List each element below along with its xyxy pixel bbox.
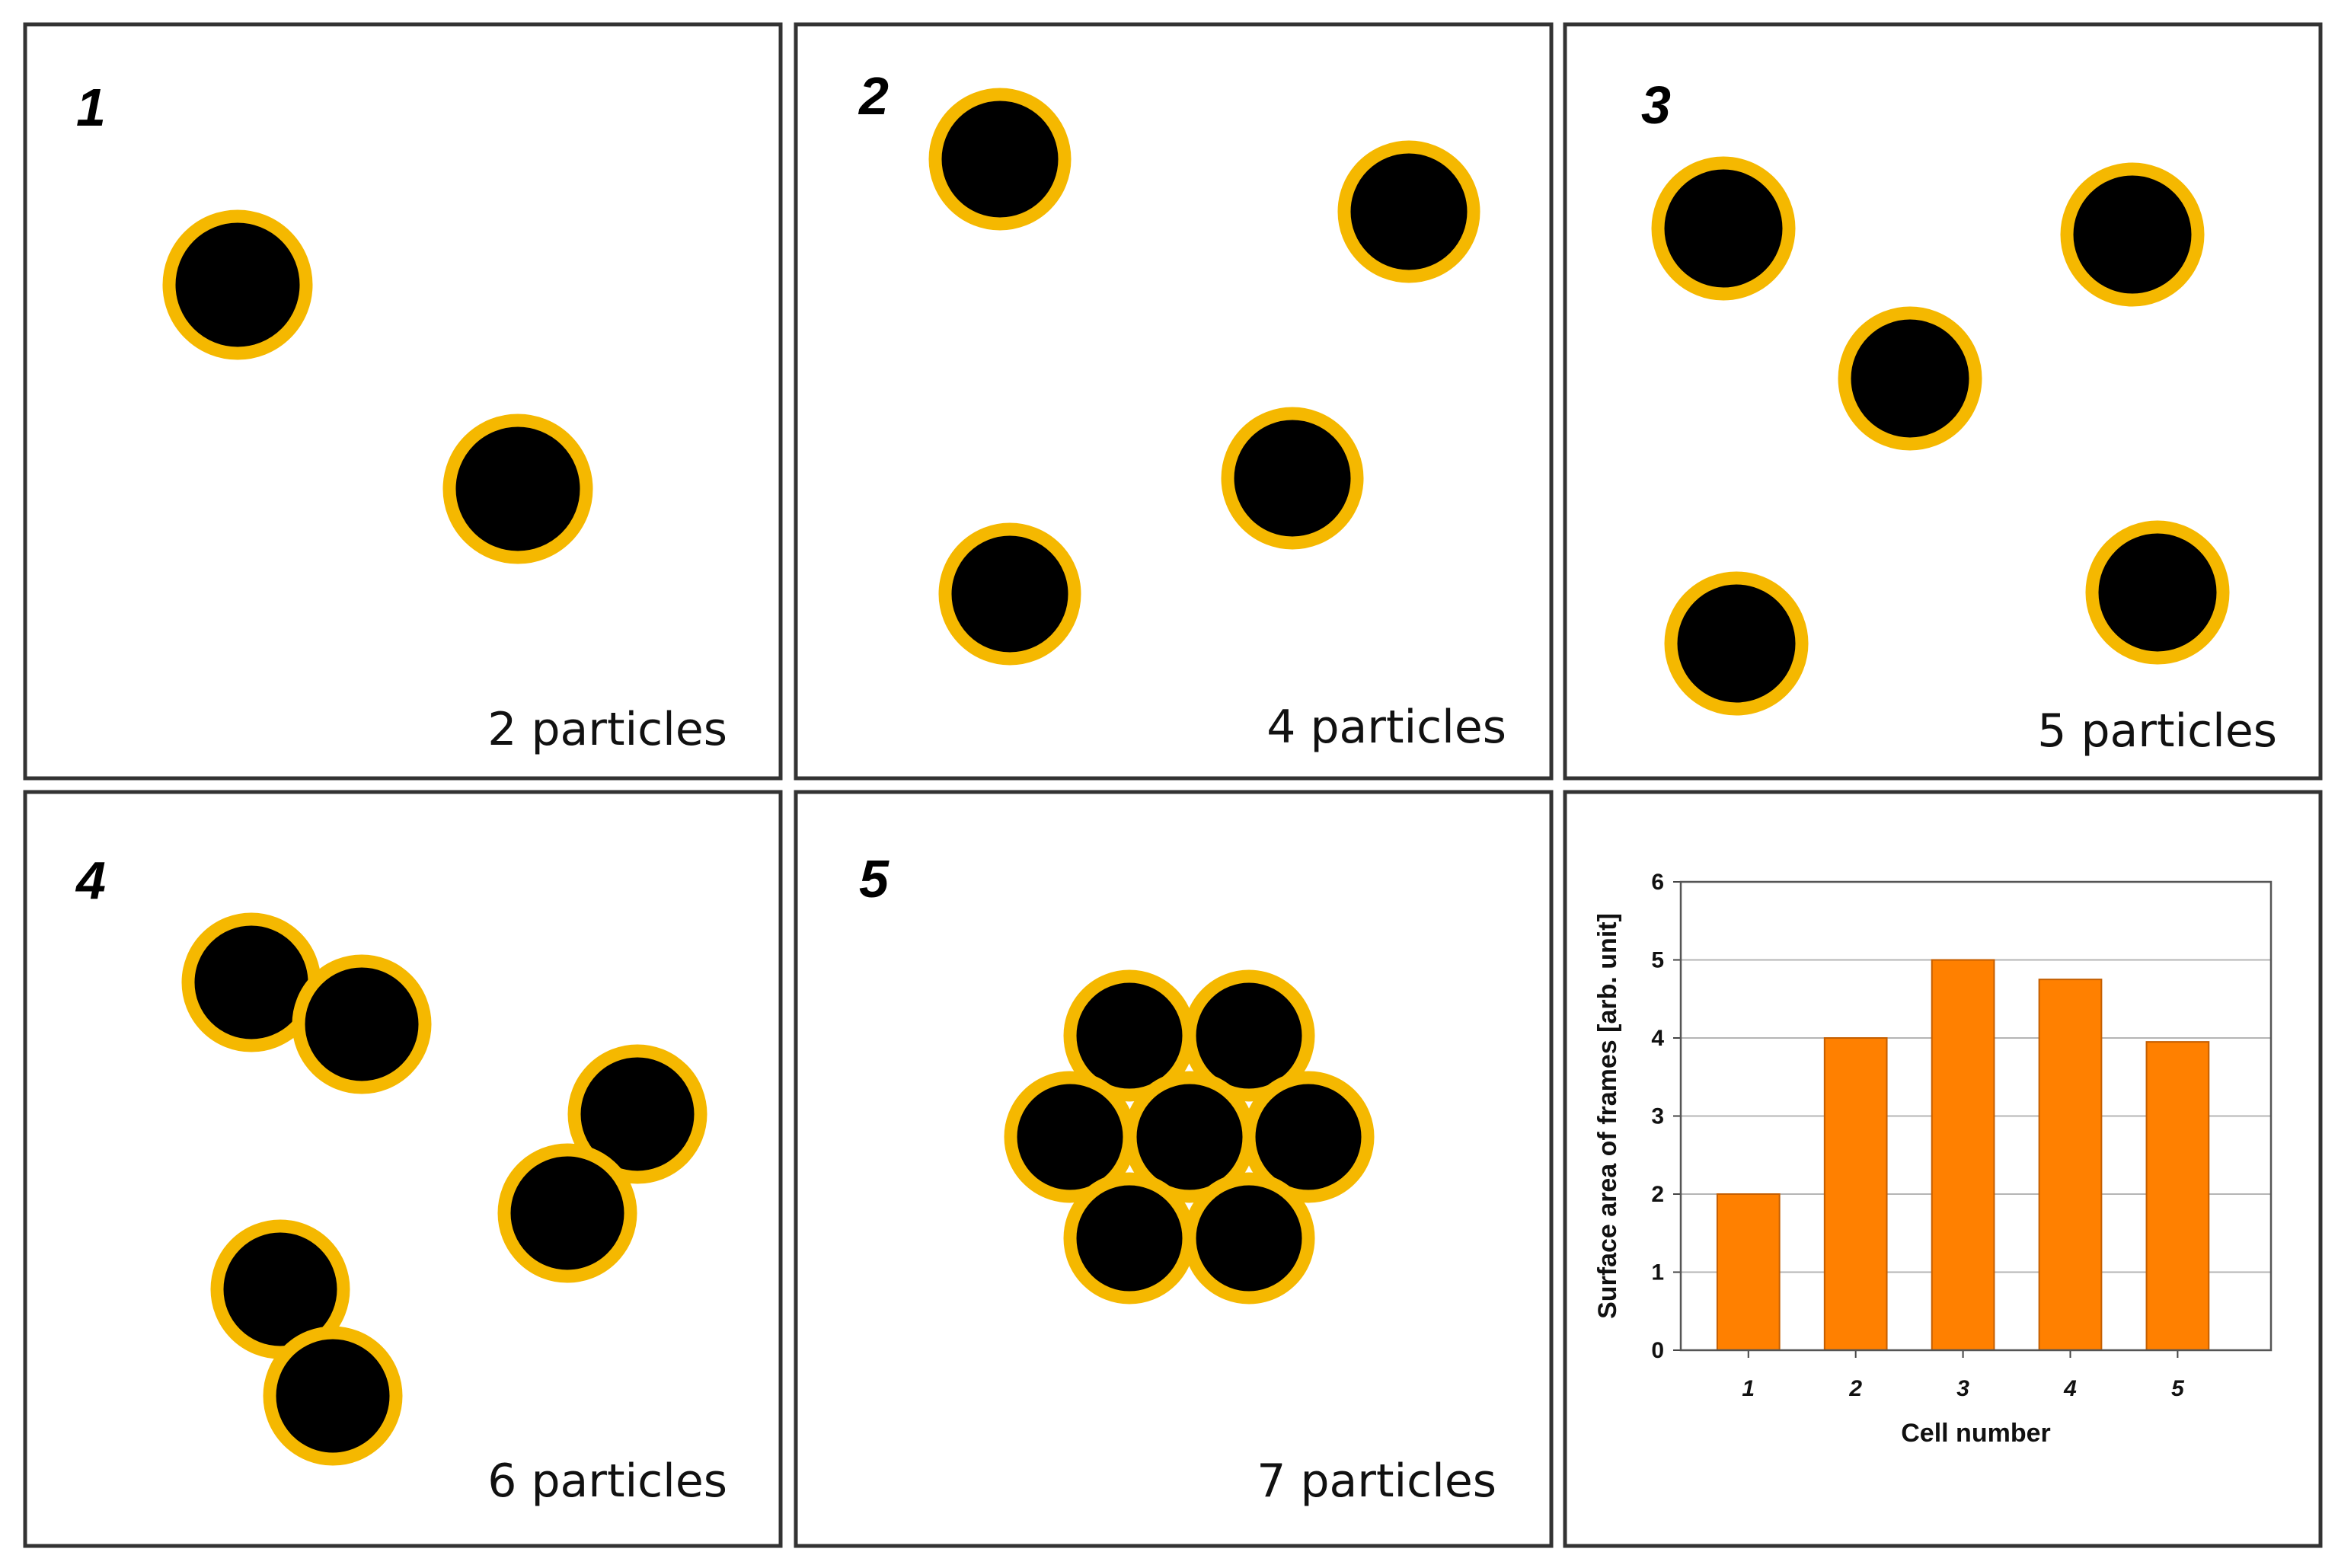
panel-4-number: 4	[75, 851, 106, 910]
particle	[1664, 571, 1809, 716]
panel-1: 1 2 particles	[23, 22, 783, 781]
particle	[1242, 1071, 1375, 1203]
panel-5-particles	[1004, 969, 1375, 1305]
panel-1-frame	[23, 22, 783, 781]
y-tick-label: 0	[1651, 1338, 1664, 1363]
particle	[1221, 407, 1364, 550]
panel-2-caption: 4 particles	[1266, 701, 1506, 754]
particle	[442, 414, 593, 564]
y-tick-label: 6	[1651, 870, 1664, 895]
x-axis-title: Cell number	[1901, 1419, 2050, 1448]
bar-chart: 0 1 2 3 4 5 6 1 2 3 4 5 Cell number Surface area of f…	[1593, 870, 2273, 1448]
particle	[1183, 1172, 1315, 1305]
panel-5-number: 5	[859, 849, 890, 909]
particle	[2060, 162, 2205, 307]
panel-2-particles	[928, 88, 1480, 666]
bar-5	[2145, 1041, 2210, 1351]
y-tick-label: 4	[1651, 1026, 1664, 1051]
panel-3-particles	[1651, 156, 2230, 716]
particle	[162, 209, 313, 360]
particle	[1651, 156, 1796, 301]
panel-6-chart: 0 1 2 3 4 5 6 1 2 3 4 5 Cell number Surface area of f…	[1563, 790, 2323, 1548]
y-tick-label: 2	[1651, 1182, 1664, 1207]
panel-1-number: 1	[76, 78, 106, 137]
particle	[292, 954, 432, 1094]
particle	[928, 88, 1072, 231]
panel-1-particles	[162, 209, 593, 564]
panel-2-number: 2	[858, 66, 889, 126]
y-tick-label: 5	[1651, 948, 1664, 973]
particle	[938, 522, 1081, 666]
x-tick-label: 3	[1956, 1376, 1969, 1401]
panel-4-particles	[181, 912, 707, 1466]
y-axis-title: Surface area of frames [arb. unit]	[1593, 913, 1622, 1319]
x-tick-label: 4	[2063, 1376, 2077, 1401]
panel-1-caption: 2 particles	[487, 703, 727, 756]
x-tick-label: 1	[1742, 1376, 1755, 1401]
panel-4: 4 6 particles	[23, 790, 783, 1548]
panel-2-frame	[794, 22, 1554, 781]
particle	[1337, 140, 1480, 283]
y-tick-label: 1	[1651, 1260, 1664, 1285]
x-tick-label: 5	[2171, 1376, 2185, 1401]
particle	[263, 1326, 403, 1466]
y-tick-label: 3	[1651, 1104, 1664, 1129]
panel-5-caption: 7 particles	[1257, 1455, 1496, 1508]
particle	[1063, 1172, 1196, 1305]
bar-2	[1823, 1037, 1888, 1351]
panel-3: 3 5 particles	[1563, 22, 2323, 781]
panel-2: 2 4 particles	[794, 22, 1554, 781]
bar-3	[1931, 959, 1995, 1351]
particle	[567, 1044, 707, 1184]
bar-4	[2038, 979, 2103, 1351]
particle	[2085, 520, 2230, 665]
particle	[1183, 969, 1315, 1102]
panel-3-number: 3	[1641, 75, 1671, 135]
panel-4-caption: 6 particles	[487, 1455, 727, 1508]
bar-1	[1716, 1193, 1781, 1351]
x-tick-label: 2	[1848, 1376, 1862, 1401]
panel-3-caption: 5 particles	[2037, 704, 2277, 758]
plot-border	[1679, 880, 2273, 1352]
particle	[1838, 306, 1982, 451]
particle	[497, 1143, 637, 1283]
panel-5: 5 7 particles	[794, 790, 1554, 1548]
